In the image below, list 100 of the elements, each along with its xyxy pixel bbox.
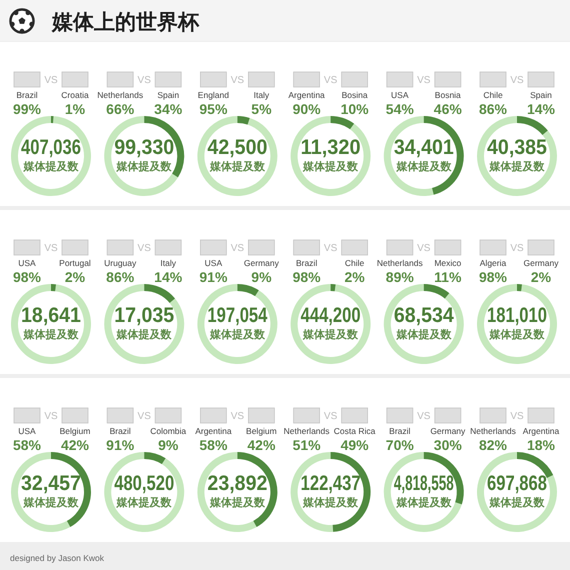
text: 68,534	[394, 304, 454, 328]
text: VS	[510, 411, 524, 422]
text: VS	[230, 75, 244, 86]
data-label: 70%	[386, 437, 414, 453]
text: 媒体提及数	[302, 160, 360, 173]
text: VS	[44, 411, 58, 422]
data-label: 86%	[478, 101, 508, 117]
data-label: 2%	[530, 269, 552, 285]
data-label: 42%	[60, 437, 90, 453]
slice-label: Croatia	[61, 90, 89, 100]
data-label: 2%	[344, 269, 366, 285]
slice-label: Brazil	[389, 426, 411, 436]
donut-slice	[104, 284, 184, 364]
donut-slice	[197, 284, 278, 364]
slice-label: Spain	[530, 90, 552, 100]
donut-slice	[384, 452, 462, 532]
slice-label: Bosnia	[434, 90, 462, 100]
text: 407,036	[21, 136, 81, 160]
data-label: 49%	[340, 437, 370, 453]
slice-label: Algeria	[480, 258, 506, 268]
slice-label: Spain	[157, 90, 180, 100]
text: 18,641	[21, 304, 81, 328]
text: 11,320	[300, 136, 361, 160]
slice-label: Argentina	[195, 426, 232, 436]
slice-label: Bosina	[342, 90, 368, 100]
data-label: 2%	[64, 269, 86, 285]
data-label: 9%	[251, 269, 272, 285]
text: VS	[44, 243, 58, 254]
slice-label: Brazil	[16, 90, 38, 100]
text: 媒体上的世界杯	[51, 11, 200, 34]
text: VS	[230, 243, 244, 254]
text: 媒体提及数	[208, 160, 266, 173]
donut-slice	[237, 284, 259, 296]
data-label: 90%	[292, 101, 322, 117]
text: 40,385	[487, 136, 547, 160]
text: VS	[230, 411, 244, 422]
text: 媒体提及数	[395, 328, 452, 341]
slice-label: Argentina	[522, 426, 560, 436]
data-label: 58%	[199, 437, 228, 453]
donut-slice	[477, 452, 557, 532]
data-label: 91%	[106, 437, 135, 453]
donut-slice	[330, 284, 336, 292]
data-label: 1%	[64, 101, 86, 117]
data-label: 9%	[158, 437, 179, 453]
data-label: 18%	[526, 437, 556, 453]
donut-slice	[51, 284, 56, 292]
donut-slice	[11, 284, 91, 364]
slice-label: USA	[18, 258, 36, 268]
text: 媒体提及数	[488, 160, 546, 173]
text: designed by Jason Kwok	[10, 553, 105, 563]
slice-label: England	[198, 90, 230, 100]
text: 197,054	[207, 304, 268, 328]
text: VS	[417, 411, 431, 422]
data-label: 51%	[292, 437, 322, 453]
text: 181,010	[487, 304, 547, 328]
donut-slice	[477, 284, 557, 364]
slice-label: Netherlands	[470, 426, 516, 436]
data-label: 30%	[434, 437, 462, 453]
slice-label: Brazil	[296, 258, 318, 268]
slice-label: Netherlands	[284, 426, 330, 436]
slice-label: Chile	[483, 90, 503, 100]
text: VS	[324, 243, 338, 254]
slice-label: Chile	[344, 258, 365, 268]
slice-label: Belgium	[60, 426, 90, 436]
text: 122,437	[300, 472, 361, 496]
text: 34,401	[394, 136, 454, 160]
text: 媒体提及数	[22, 496, 80, 509]
text: VS	[510, 75, 524, 86]
donut-slice	[11, 116, 91, 196]
data-label: 95%	[199, 101, 228, 117]
data-label: 10%	[340, 101, 370, 117]
text: 媒体提及数	[302, 328, 360, 341]
slice-label: Argentina	[288, 90, 326, 100]
text: 媒体提及数	[395, 496, 452, 509]
text: VS	[417, 75, 431, 86]
text: 媒体提及数	[22, 328, 80, 341]
data-label: 34%	[154, 101, 183, 117]
data-label: 11%	[434, 269, 462, 285]
text: 媒体提及数	[116, 328, 173, 341]
text: 480,520	[114, 472, 174, 496]
slice-label: Germany	[244, 258, 280, 268]
text: 697,868	[487, 472, 547, 496]
text: 媒体提及数	[208, 496, 266, 509]
text: 444,200	[300, 304, 361, 328]
donut-slice	[290, 284, 371, 364]
slice-label: Italy	[254, 90, 270, 100]
donut-slice	[517, 116, 548, 135]
text: 媒体提及数	[488, 496, 546, 509]
slice-label: Mexico	[434, 258, 462, 268]
data-label: 58%	[12, 437, 42, 453]
text: 23,892	[207, 472, 268, 496]
data-label: 86%	[106, 269, 135, 285]
data-label: 98%	[12, 269, 42, 285]
donut-slice	[51, 116, 54, 124]
text: VS	[324, 411, 338, 422]
slice-label: Germany	[430, 426, 466, 436]
slice-label: Italy	[160, 258, 177, 268]
text: VS	[510, 243, 524, 254]
donut-slice	[330, 116, 354, 130]
data-label: 89%	[386, 269, 414, 285]
